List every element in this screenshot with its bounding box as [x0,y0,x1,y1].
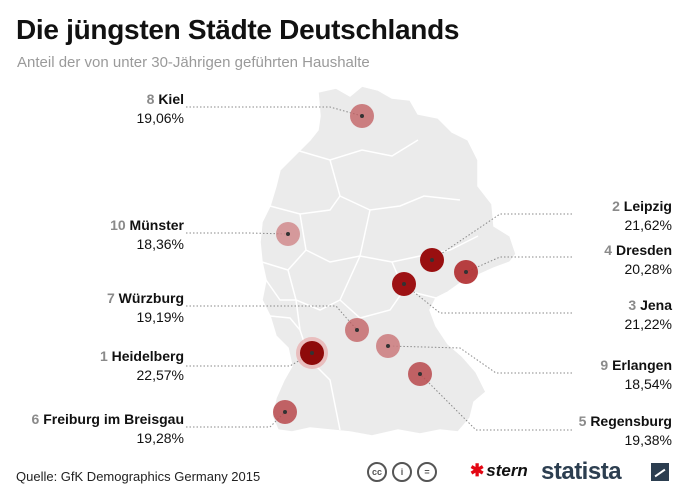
bubble-leipzig [420,248,444,272]
label-freiburg: 6 Freiburg im Breisgau 19,28% [10,410,185,448]
label-rank: 9 [600,357,609,373]
stern-logo[interactable]: ✱ stern [470,461,528,481]
statista-logo-icon[interactable] [651,463,669,481]
label-value: 21,22% [624,316,672,332]
attribution-icon[interactable]: i [392,462,412,482]
bubble-erlangen [376,334,400,358]
label-city: Würzburg [118,290,184,306]
label-value: 21,62% [624,217,672,233]
label-city: Freiburg im Breisgau [43,411,184,427]
chart-title: Die jüngsten Städte Deutschlands [16,14,460,45]
stern-label: stern [486,461,528,480]
label-city: Kiel [158,91,184,107]
source-note: Quelle: GfK Demographics Germany 2015 [16,469,261,484]
label-rank: 4 [604,242,613,258]
label-dresden: 4 Dresden 20,28% [540,241,672,279]
label-value: 18,36% [136,236,184,252]
bubble-kiel [350,104,374,128]
label-rank: 7 [106,290,115,306]
label-regensburg: 5 Regensburg 19,38% [530,412,672,450]
label-heidelberg: 1 Heidelberg 22,57% [40,347,184,385]
label-city: Leipzig [623,198,672,214]
label-rank: 1 [99,348,108,364]
label-value: 22,57% [136,367,184,383]
bubble-regensburg [408,362,432,386]
label-value: 19,19% [136,309,184,325]
label-erlangen: 9 Erlangen 18,54% [540,356,672,394]
label-value: 20,28% [624,261,672,277]
leader-line-kiel [186,106,363,117]
label-rank: 3 [628,297,637,313]
label-rank: 8 [146,91,155,107]
bubble-jena [392,272,416,296]
label-city: Dresden [615,242,672,258]
label-city: Jena [640,297,672,313]
label-jena: 3 Jena 21,22% [540,296,672,334]
label-rank: 2 [612,198,620,214]
label-city: Erlangen [612,357,672,373]
label-rank: 6 [31,411,40,427]
chart-subtitle: Anteil der von unter 30-Jährigen geführt… [17,54,370,71]
statista-logo-text[interactable]: statista [541,458,622,485]
label-wuerzburg: 7 Würzburg 19,19% [40,289,184,327]
label-leipzig: 2 Leipzig 21,62% [540,197,672,235]
label-value: 19,28% [136,430,184,446]
label-value: 18,54% [624,376,672,392]
leader-line-leipzig [431,213,572,261]
label-city: Heidelberg [111,348,184,364]
bubble-wuerzburg [345,318,369,342]
label-value: 19,06% [136,110,184,126]
leader-line-freiburg [186,411,286,428]
star-icon: ✱ [470,461,485,480]
leader-line-muenster [186,232,289,235]
label-rank: 5 [578,413,587,429]
label-rank: 10 [110,217,126,233]
leader-line-wuerzburg [186,305,358,331]
bubble-dresden [454,260,478,284]
city-bubbles [273,104,478,424]
cc-license-icon[interactable]: cc [367,462,387,482]
no-derivatives-icon[interactable]: = [417,462,437,482]
bubble-muenster [276,222,300,246]
label-muenster: 10 Münster 18,36% [40,216,184,254]
label-city: Regensburg [590,413,672,429]
label-city: Münster [129,217,184,233]
label-value: 19,38% [624,432,672,448]
label-kiel: 8 Kiel 19,06% [60,90,184,128]
leader-line-regensburg [419,373,572,431]
bubble-heidelberg [296,337,328,369]
bubble-freiburg [273,400,297,424]
